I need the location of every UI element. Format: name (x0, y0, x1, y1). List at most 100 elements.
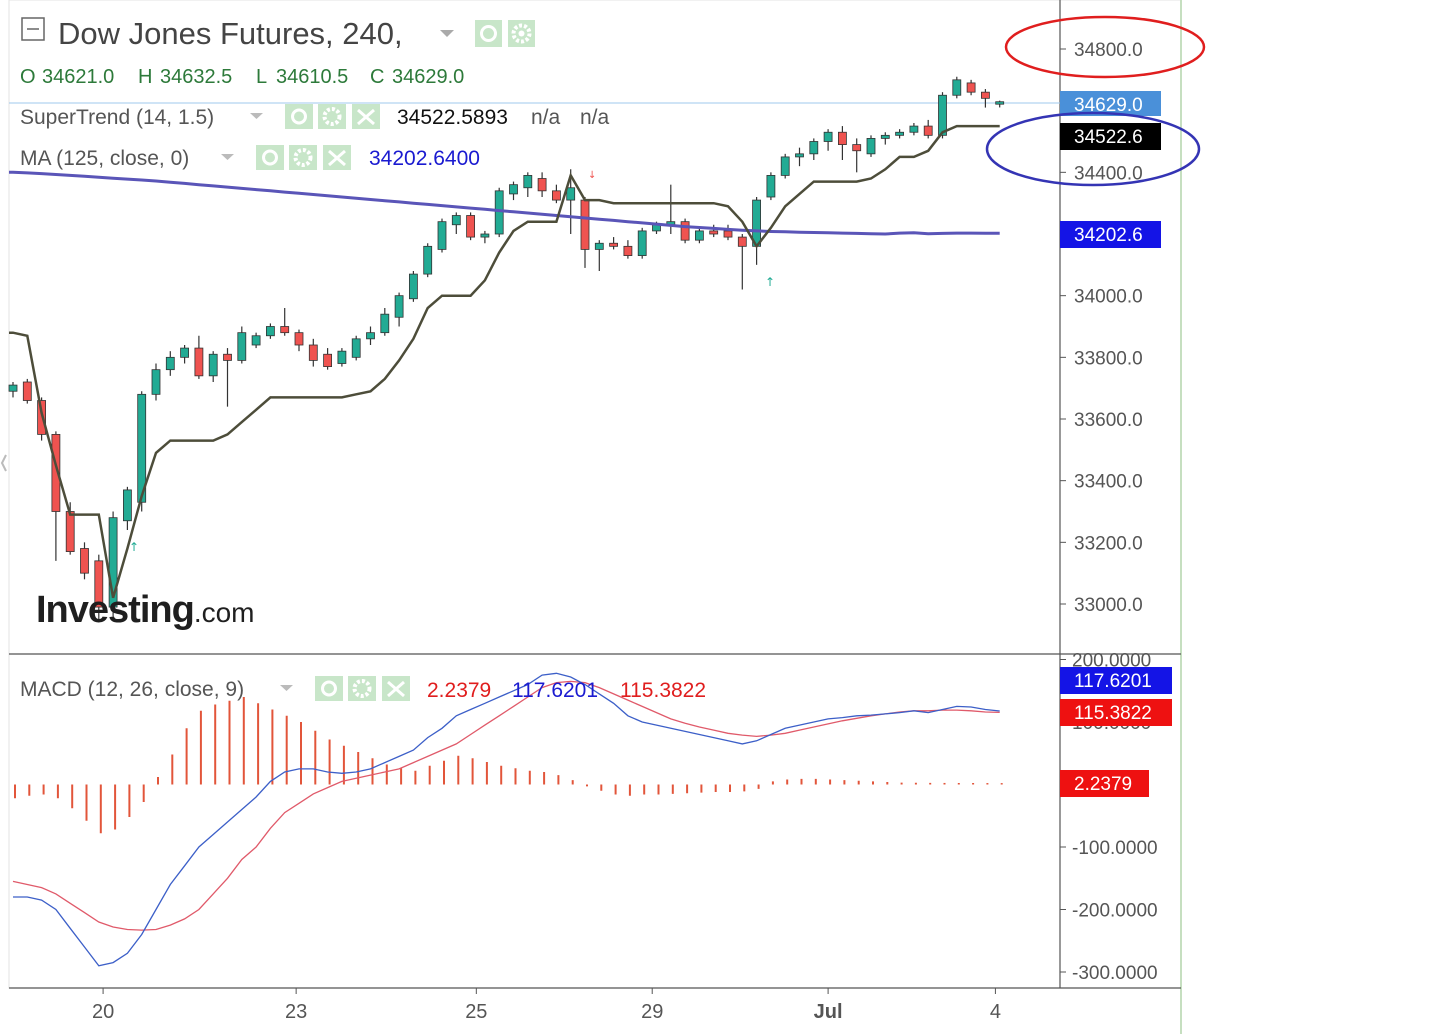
candle-body (265, 326, 275, 337)
candle-body (51, 434, 61, 512)
title-settings-icon[interactable] (508, 20, 535, 47)
candle-body (137, 393, 147, 503)
macd-badge (1060, 667, 1172, 694)
candle-body (952, 79, 962, 96)
last-price-badge (1060, 91, 1161, 116)
candle-body (380, 313, 390, 334)
ma-dropdown-icon[interactable] (221, 154, 234, 160)
supertrend-settings-icon[interactable] (318, 104, 346, 129)
candle-body (208, 353, 218, 377)
supertrend-line (9, 124, 1000, 599)
candle-body (766, 175, 776, 198)
title-visibility-icon[interactable] (475, 20, 502, 47)
candle-body (509, 184, 518, 195)
supertrend-legend-value: 34522.5893 (397, 106, 508, 129)
supertrend-dropdown-icon[interactable] (250, 113, 263, 119)
candle-body (237, 332, 247, 361)
candle-body (580, 199, 590, 250)
ma-legend-value: 34202.6400 (369, 147, 480, 170)
macd-histogram-group (14, 697, 1003, 834)
macd-visibility-icon[interactable] (315, 676, 343, 701)
macd-tick-label: -200.0000 (1072, 901, 1158, 922)
candle-body (566, 187, 576, 201)
supertrend-legend-extra2: n/a (580, 106, 610, 129)
time-tick-label: 29 (641, 1001, 663, 1023)
candle-body (709, 230, 719, 235)
candle-body (194, 347, 204, 377)
candle-body (123, 489, 132, 522)
signal-badge-text: 115.3822 (1074, 703, 1152, 724)
macd-badge-text: 117.6201 (1074, 671, 1152, 692)
candle-body (294, 332, 304, 346)
price-tick-label: 33000.0 (1074, 595, 1143, 616)
candle-body (594, 242, 604, 250)
candle-body (22, 381, 32, 401)
signal-badge (1060, 699, 1172, 726)
candle-body (809, 141, 819, 155)
candle-body (165, 356, 175, 371)
price-tick-label: 34000.0 (1074, 287, 1143, 308)
ma-visibility-icon[interactable] (256, 145, 284, 170)
candle-body (523, 175, 533, 189)
candle-body (151, 369, 161, 395)
candle-body (108, 517, 118, 608)
candle-body (995, 101, 1005, 105)
chevron-left-icon[interactable] (0, 454, 7, 472)
candle-body (795, 153, 804, 158)
price-tick-label: 34800.0 (1074, 40, 1143, 61)
candle-body (280, 326, 290, 334)
candle-body (366, 332, 375, 340)
supertrend-badge-text: 34522.6 (1074, 127, 1143, 148)
macd-dropdown-icon[interactable] (280, 685, 293, 691)
macd-tick-label: -100.0000 (1072, 838, 1158, 859)
ma-line (9, 170, 1000, 236)
candle-body (552, 190, 561, 201)
supertrend-legend-extra1: n/a (531, 106, 561, 129)
candle-body (723, 230, 733, 238)
macd-legend-hist: 2.2379 (427, 679, 491, 702)
price-tick-label: 33400.0 (1074, 472, 1143, 493)
candle-body (895, 131, 904, 136)
candle-body (966, 82, 976, 93)
candle-body (180, 347, 190, 358)
sell-arrow-icon: ↓ (588, 170, 596, 181)
candle-body (909, 125, 919, 133)
candle-body (981, 91, 990, 99)
time-ticks-group: 20 23 25 29 Jul 4 (92, 988, 1001, 1023)
candle-body (251, 335, 261, 346)
ma-badge-text: 34202.6 (1074, 225, 1143, 246)
signal-line (12, 680, 1000, 931)
symbol-title: Dow Jones Futures, 240, (58, 16, 403, 51)
candle-body (494, 190, 504, 235)
time-tick-label: 4 (990, 1001, 1001, 1023)
macd-legend-signal: 115.3822 (620, 679, 706, 702)
price-tick-label: 33200.0 (1074, 533, 1143, 554)
candle-body (451, 215, 461, 226)
macd-line (13, 672, 1000, 967)
title-dropdown-icon[interactable] (440, 30, 454, 37)
candle-body (609, 242, 618, 247)
supertrend-remove-icon[interactable] (352, 104, 380, 129)
candle-body (80, 548, 89, 574)
supertrend-legend-label: SuperTrend (14, 1.5) (20, 106, 214, 129)
candle-body (466, 215, 476, 238)
candle-body (394, 295, 404, 318)
candle-body (323, 353, 333, 367)
candle-body (823, 131, 833, 142)
last-price-badge-text: 34629.0 (1074, 95, 1143, 116)
ma-legend-label: MA (125, close, 0) (20, 147, 189, 170)
candle-body (8, 384, 18, 392)
macd-remove-icon[interactable] (382, 676, 410, 701)
candle-body (223, 353, 232, 361)
watermark-logo: Investing.com (36, 589, 255, 631)
candle-body (938, 94, 947, 136)
candle-body (838, 131, 847, 145)
ma-remove-icon[interactable] (323, 145, 351, 170)
macd-settings-icon[interactable] (348, 676, 376, 701)
candle-body (637, 230, 647, 256)
ma-settings-icon[interactable] (289, 145, 317, 170)
supertrend-visibility-icon[interactable] (285, 104, 313, 129)
candle-body (780, 156, 790, 176)
buy-arrow-icon: ↑ (765, 275, 775, 289)
